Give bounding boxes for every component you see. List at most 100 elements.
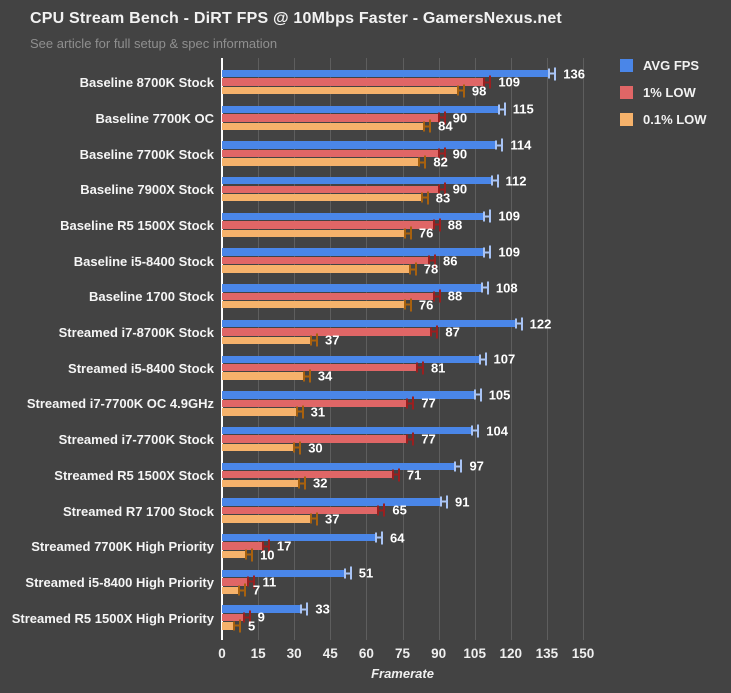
error-whisker bbox=[456, 84, 465, 98]
category-label: Baseline 7700K OC bbox=[95, 110, 214, 126]
bar-group: 112 90 83 bbox=[222, 173, 527, 205]
value-label: 90 bbox=[452, 110, 468, 126]
error-whisker bbox=[408, 262, 417, 276]
legend: AVG FPS 1% LOW 0.1% LOW bbox=[620, 58, 707, 139]
legend-item: 0.1% LOW bbox=[620, 112, 707, 127]
error-whisker bbox=[237, 583, 246, 597]
bar-group: 105 77 31 bbox=[222, 387, 510, 420]
bar-avg-fps: 122 bbox=[222, 316, 551, 331]
error-whisker bbox=[293, 441, 302, 455]
bar-avg-fps: 51 bbox=[222, 566, 373, 581]
gridline bbox=[330, 58, 332, 640]
error-whisker bbox=[418, 155, 427, 169]
error-whisker bbox=[437, 111, 446, 125]
error-whisker bbox=[432, 218, 441, 232]
value-label: 31 bbox=[310, 404, 326, 420]
category-label: Streamed R5 1500X Stock bbox=[54, 467, 214, 483]
error-whisker bbox=[247, 575, 256, 589]
error-whisker bbox=[497, 102, 506, 116]
chart-title: CPU Stream Bench - DiRT FPS @ 10Mbps Fas… bbox=[30, 10, 562, 27]
bar-avg-fps: 97 bbox=[222, 459, 484, 474]
bar-0-1-low: 82 bbox=[222, 155, 448, 170]
category-label: Streamed i5-8400 High Priority bbox=[25, 574, 214, 590]
bar-row: Streamed i7-7700K OC 4.9GHz 105 77 31 bbox=[0, 387, 731, 423]
bar-0-1-low: 10 bbox=[222, 547, 275, 562]
value-label: 33 bbox=[315, 601, 330, 617]
bar-1-low: 90 bbox=[222, 110, 467, 125]
error-whisker bbox=[310, 333, 319, 347]
bar-row: Streamed i5-8400 High Priority 51 11 7 bbox=[0, 566, 731, 602]
value-label: 88 bbox=[447, 217, 463, 233]
error-whisker bbox=[427, 254, 436, 268]
x-tick-label: 0 bbox=[218, 646, 226, 661]
value-label: 109 bbox=[498, 244, 521, 260]
value-label: 78 bbox=[423, 261, 439, 277]
legend-label: 1% LOW bbox=[643, 85, 696, 100]
bar-0-1-low: 76 bbox=[222, 297, 433, 312]
category-label: Streamed 7700K High Priority bbox=[31, 539, 214, 555]
error-whisker bbox=[242, 610, 251, 624]
bar-1-low: 88 bbox=[222, 289, 462, 304]
error-whisker bbox=[415, 361, 424, 375]
bar-0-1-low: 37 bbox=[222, 333, 340, 348]
error-whisker bbox=[432, 289, 441, 303]
x-tick-label: 45 bbox=[322, 646, 338, 661]
bar-1-low: 109 bbox=[222, 75, 520, 90]
error-whisker bbox=[298, 476, 306, 490]
error-whisker bbox=[295, 405, 304, 419]
x-tick-label: 60 bbox=[358, 646, 374, 661]
value-label: 88 bbox=[447, 288, 463, 304]
value-label: 109 bbox=[498, 74, 521, 90]
bar-0-1-low: 34 bbox=[222, 369, 332, 384]
error-whisker bbox=[403, 298, 412, 312]
bar-row: Streamed i7-8700K Stock 122 87 37 bbox=[0, 316, 731, 352]
value-label: 81 bbox=[430, 360, 446, 376]
value-label: 104 bbox=[486, 423, 508, 439]
value-label: 10 bbox=[260, 547, 275, 563]
bar-1-low: 9 bbox=[222, 610, 265, 625]
bar-0-1-low: 98 bbox=[222, 83, 486, 98]
error-whisker bbox=[548, 67, 557, 81]
value-label: 91 bbox=[455, 494, 470, 510]
gridline bbox=[474, 58, 476, 640]
value-label: 107 bbox=[493, 351, 516, 367]
bar-1-low: 90 bbox=[222, 146, 467, 161]
bar-group: 114 90 82 bbox=[222, 138, 531, 170]
bar-avg-fps: 105 bbox=[222, 387, 510, 402]
bar-rows: Baseline 8700K Stock 136 109 98 Baseline 770… bbox=[0, 66, 731, 637]
category-label: Streamed i5-8400 Stock bbox=[68, 360, 214, 376]
legend-item: 1% LOW bbox=[620, 85, 707, 100]
value-label: 51 bbox=[358, 565, 374, 581]
bar-avg-fps: 115 bbox=[222, 102, 534, 117]
error-whisker bbox=[310, 512, 319, 526]
bar-row: Streamed R5 1500X Stock 97 71 32 bbox=[0, 459, 731, 495]
bar-row: Streamed i5-8400 Stock 107 81 34 bbox=[0, 352, 731, 388]
bar-row: Streamed 7700K High Priority 64 17 10 bbox=[0, 530, 731, 566]
value-label: 32 bbox=[313, 475, 328, 491]
bar-group: 136 109 98 bbox=[222, 66, 585, 98]
bar-group: 108 88 76 bbox=[222, 280, 518, 312]
value-label: 82 bbox=[433, 154, 448, 170]
value-label: 114 bbox=[510, 137, 532, 153]
x-tick-label: 30 bbox=[286, 646, 302, 661]
error-whisker bbox=[480, 281, 489, 295]
error-whisker bbox=[478, 352, 487, 366]
bar-row: Streamed R5 1500X High Priority 33 9 5 bbox=[0, 601, 731, 637]
bar-group: 109 88 76 bbox=[222, 209, 520, 241]
error-whisker bbox=[406, 432, 415, 446]
category-label: Streamed i7-8700K Stock bbox=[58, 325, 214, 341]
category-label: Streamed i7-7700K Stock bbox=[58, 432, 214, 448]
gridline bbox=[438, 58, 440, 640]
error-whisker bbox=[391, 468, 400, 482]
category-label: Baseline R5 1500X Stock bbox=[60, 218, 214, 234]
bar-avg-fps: 91 bbox=[222, 494, 469, 509]
gridline bbox=[546, 58, 548, 640]
bar-avg-fps: 104 bbox=[222, 423, 508, 438]
value-label: 76 bbox=[418, 297, 434, 313]
bar-1-low: 86 bbox=[222, 253, 457, 268]
value-label: 34 bbox=[317, 368, 333, 384]
value-label: 71 bbox=[406, 467, 422, 483]
error-whisker bbox=[454, 459, 463, 473]
value-label: 115 bbox=[512, 101, 534, 117]
value-label: 136 bbox=[563, 66, 585, 82]
